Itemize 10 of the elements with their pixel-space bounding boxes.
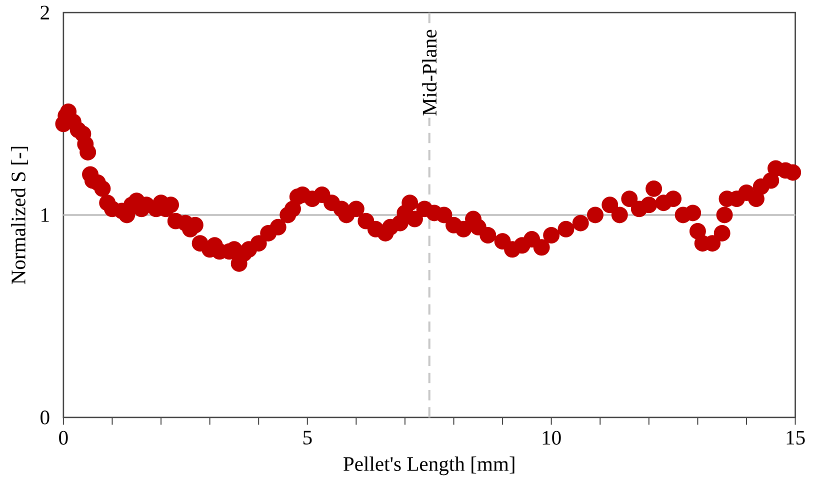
ref-line-label: Mid-Plane (422, 30, 437, 116)
y-axis-title: Normalized S [-] (10, 146, 28, 284)
y-tick-label: 0 (40, 410, 50, 425)
y-tick-label: 1 (42, 208, 49, 222)
y-tick-label: 2 (40, 6, 49, 20)
x-tick-label: 15 (786, 431, 805, 445)
x-tick-label: 0 (59, 431, 68, 445)
x-tick-label: 5 (303, 431, 312, 445)
x-tick-label: 10 (542, 431, 561, 445)
x-axis-title: Pellet's Length [mm] (344, 456, 514, 476)
